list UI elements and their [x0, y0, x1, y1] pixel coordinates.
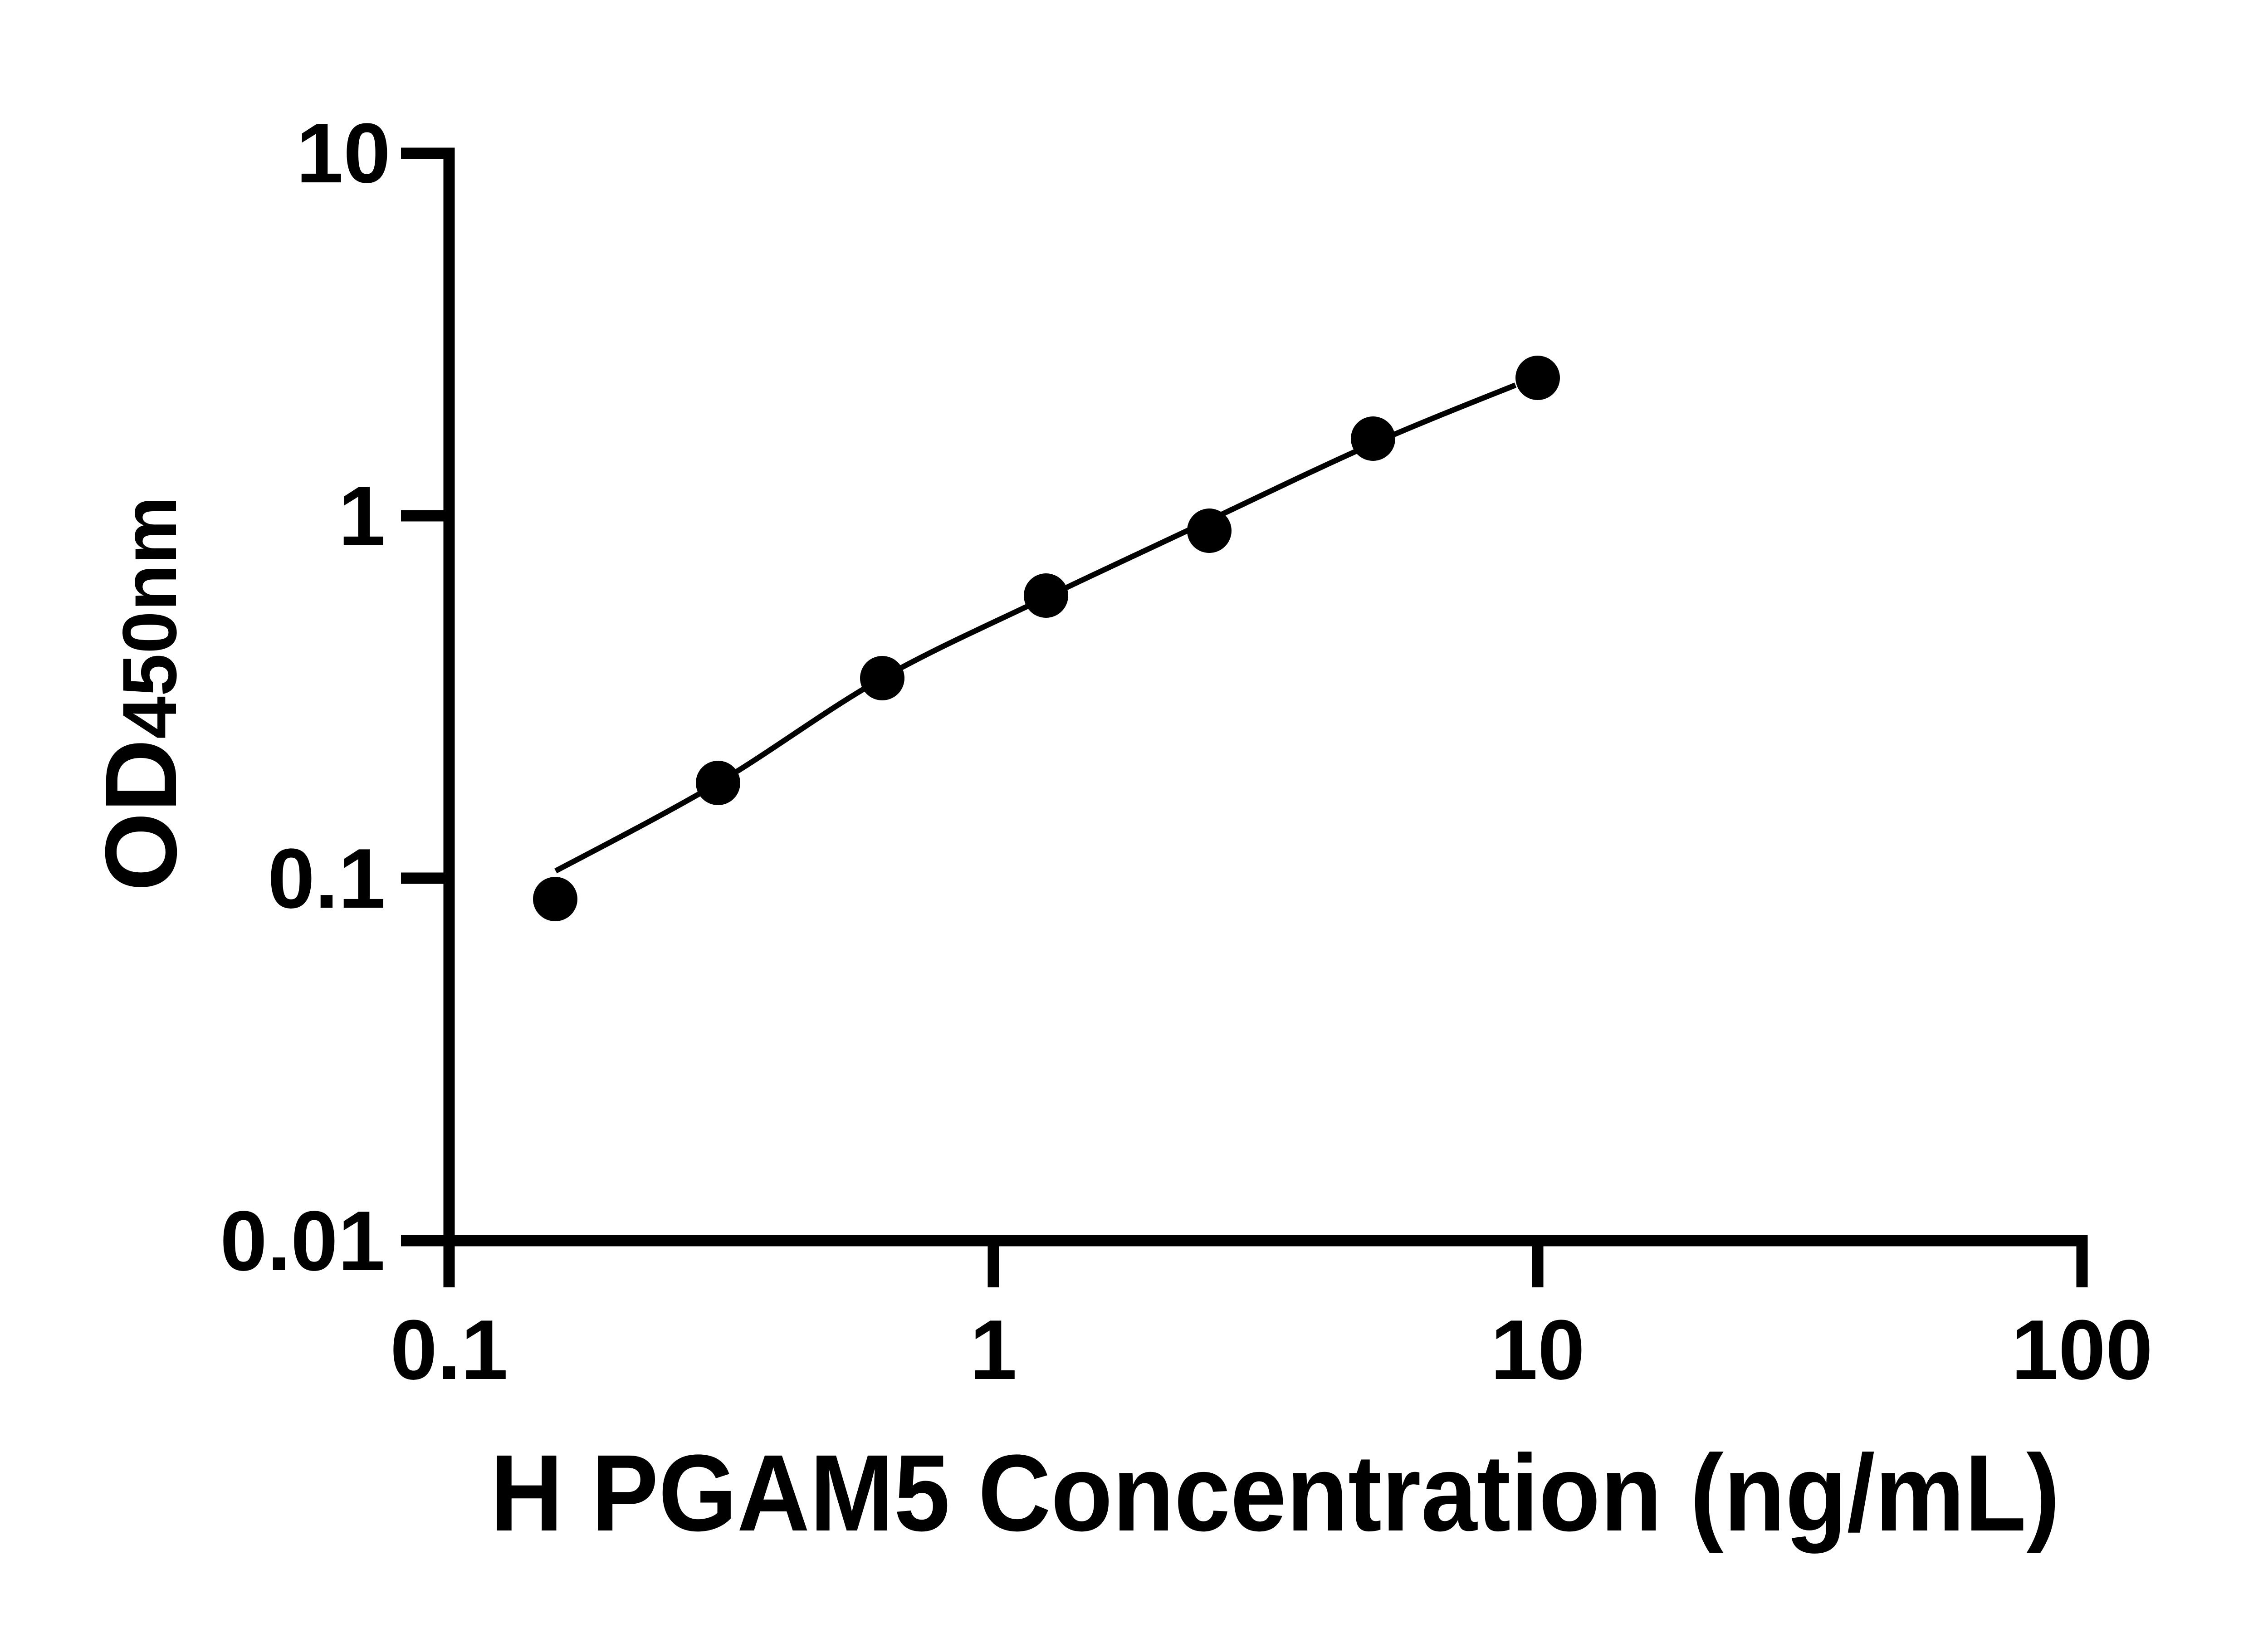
svg-text:1: 1 [970, 1302, 1017, 1397]
svg-text:H PGAM5 Concentration (ng/mL): H PGAM5 Concentration (ng/mL) [490, 1433, 2060, 1554]
svg-text:100: 100 [2011, 1302, 2153, 1397]
svg-text:10: 10 [296, 106, 391, 200]
svg-text:OD450nm: OD450nm [84, 496, 198, 891]
svg-text:10: 10 [1491, 1302, 1585, 1397]
svg-text:0.01: 0.01 [220, 1193, 385, 1288]
svg-text:0.1: 0.1 [390, 1302, 508, 1397]
svg-text:0.1: 0.1 [268, 831, 386, 926]
svg-text:1: 1 [338, 469, 386, 563]
